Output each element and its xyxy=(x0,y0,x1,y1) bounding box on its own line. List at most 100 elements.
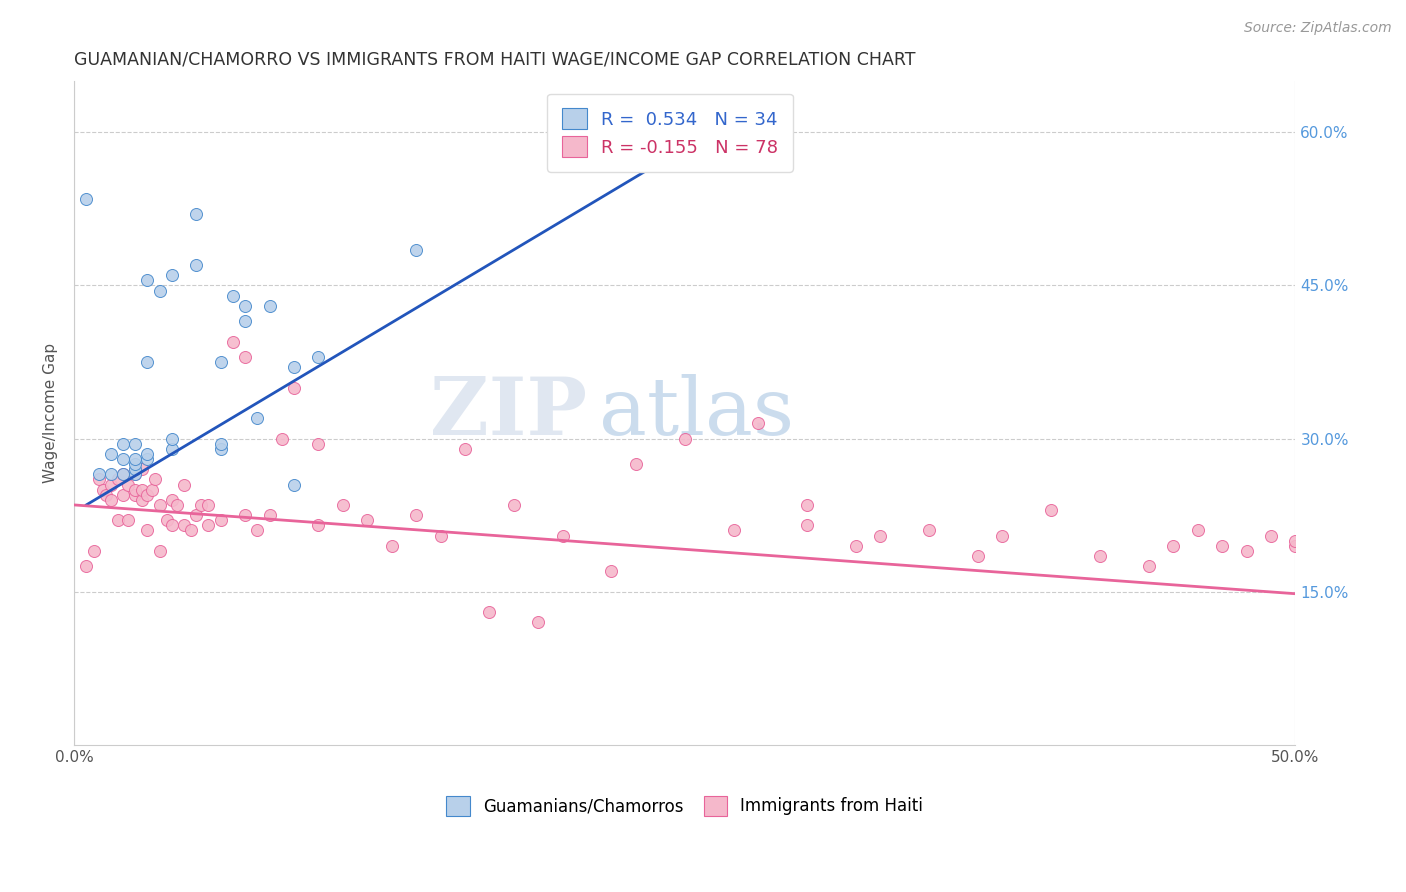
Point xyxy=(149,498,172,512)
Point xyxy=(111,436,134,450)
Point xyxy=(259,508,281,523)
Point xyxy=(1040,503,1063,517)
Point xyxy=(283,360,305,375)
Point xyxy=(209,442,232,456)
Point xyxy=(796,518,818,533)
Point xyxy=(173,477,195,491)
Point xyxy=(166,498,188,512)
Point xyxy=(124,467,146,482)
Point xyxy=(551,528,574,542)
Point xyxy=(209,355,232,369)
Point xyxy=(75,192,97,206)
Point xyxy=(75,559,97,574)
Point xyxy=(160,268,183,283)
Point xyxy=(246,524,269,538)
Point xyxy=(527,615,550,630)
Point xyxy=(502,498,524,512)
Point xyxy=(136,355,159,369)
Point xyxy=(160,492,183,507)
Point xyxy=(478,605,501,619)
Point xyxy=(283,477,305,491)
Point xyxy=(1137,559,1160,574)
Point xyxy=(673,432,696,446)
Point xyxy=(1088,549,1111,563)
Point xyxy=(307,436,329,450)
Point xyxy=(222,288,245,302)
Point xyxy=(131,492,153,507)
Point xyxy=(259,299,281,313)
Point xyxy=(624,457,647,471)
Point xyxy=(149,544,172,558)
Point xyxy=(136,452,159,467)
Point xyxy=(600,564,623,578)
Point xyxy=(222,334,245,349)
Point xyxy=(796,498,818,512)
Legend: Guamanians/Chamorros, Immigrants from Haiti: Guamanians/Chamorros, Immigrants from Ha… xyxy=(440,789,929,822)
Point xyxy=(429,528,451,542)
Point xyxy=(131,483,153,497)
Text: ZIP: ZIP xyxy=(430,374,588,452)
Point xyxy=(100,477,122,491)
Point xyxy=(180,524,202,538)
Point xyxy=(141,483,163,497)
Point xyxy=(1211,539,1233,553)
Point xyxy=(1284,539,1306,553)
Point xyxy=(87,472,110,486)
Point xyxy=(233,508,256,523)
Point xyxy=(454,442,477,456)
Point xyxy=(124,488,146,502)
Point xyxy=(233,350,256,364)
Point xyxy=(111,488,134,502)
Point xyxy=(173,518,195,533)
Point xyxy=(1260,528,1282,542)
Point xyxy=(307,350,329,364)
Point xyxy=(246,411,269,425)
Point xyxy=(209,513,232,527)
Point xyxy=(197,498,219,512)
Point xyxy=(124,452,146,467)
Point xyxy=(149,284,172,298)
Point xyxy=(869,528,891,542)
Point xyxy=(160,518,183,533)
Point xyxy=(136,488,159,502)
Point xyxy=(94,488,117,502)
Point xyxy=(723,524,745,538)
Point xyxy=(124,483,146,497)
Point xyxy=(136,273,159,287)
Point xyxy=(160,432,183,446)
Point xyxy=(124,467,146,482)
Point xyxy=(283,380,305,394)
Point xyxy=(136,524,159,538)
Point xyxy=(967,549,990,563)
Point xyxy=(156,513,179,527)
Point xyxy=(918,524,941,538)
Point xyxy=(117,477,139,491)
Point xyxy=(747,417,769,431)
Point xyxy=(197,518,219,533)
Text: Source: ZipAtlas.com: Source: ZipAtlas.com xyxy=(1244,21,1392,35)
Point xyxy=(1187,524,1209,538)
Point xyxy=(111,467,134,482)
Point xyxy=(100,447,122,461)
Point xyxy=(124,457,146,471)
Y-axis label: Wage/Income Gap: Wage/Income Gap xyxy=(44,343,58,483)
Point xyxy=(107,513,129,527)
Point xyxy=(1236,544,1258,558)
Point xyxy=(111,452,134,467)
Point xyxy=(209,436,232,450)
Point xyxy=(186,508,208,523)
Point xyxy=(186,207,208,221)
Point xyxy=(93,483,115,497)
Point xyxy=(111,467,134,482)
Point xyxy=(190,498,212,512)
Point xyxy=(100,492,122,507)
Point xyxy=(131,462,153,476)
Point xyxy=(270,432,292,446)
Point xyxy=(87,467,110,482)
Point xyxy=(186,258,208,272)
Point xyxy=(124,436,146,450)
Point xyxy=(100,467,122,482)
Point xyxy=(356,513,378,527)
Point xyxy=(381,539,404,553)
Point xyxy=(136,447,159,461)
